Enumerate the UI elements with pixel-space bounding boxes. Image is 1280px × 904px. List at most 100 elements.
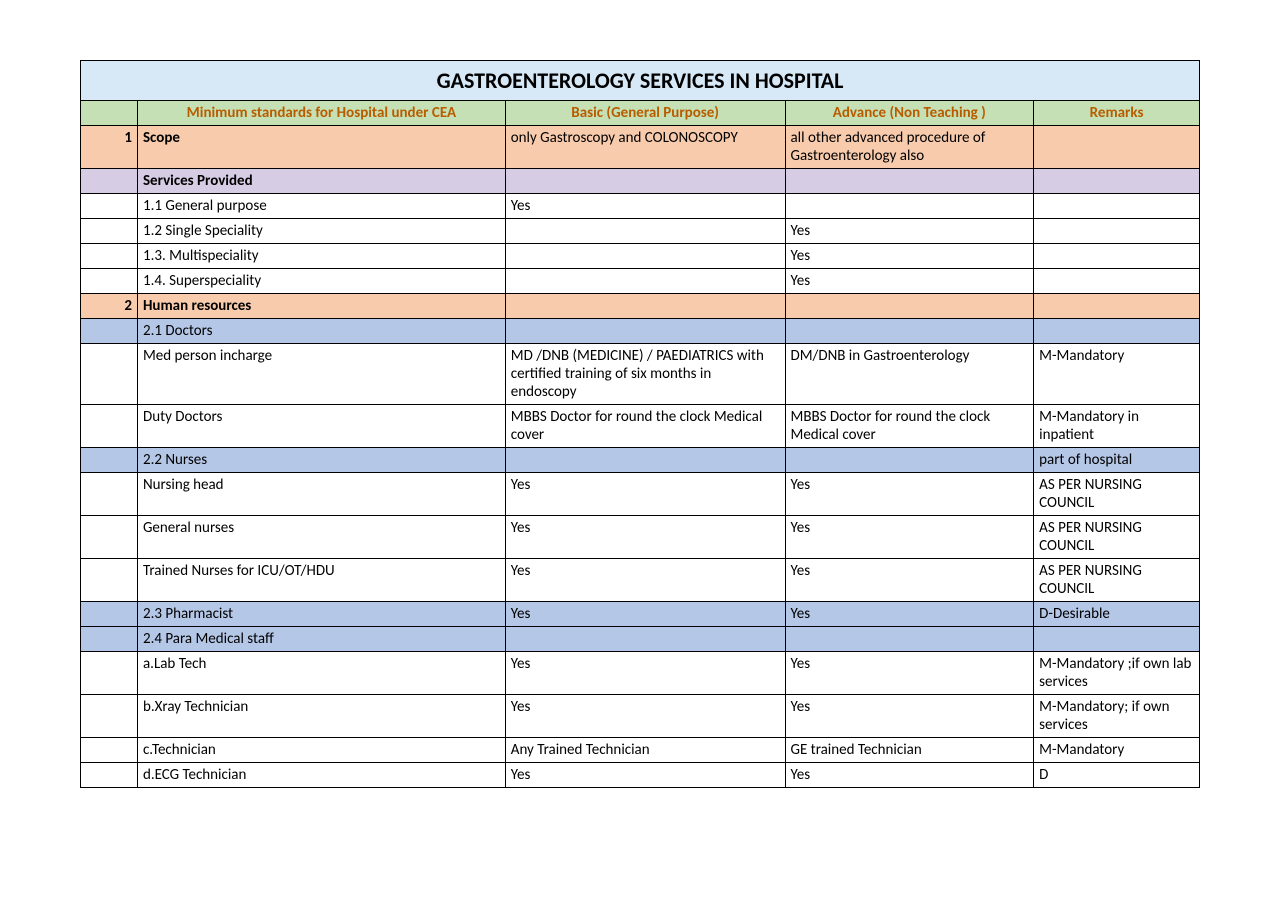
row-standard: 1.3. Multispeciality [137,244,505,269]
row-num [81,219,138,244]
row-standard: 1.1 General purpose [137,194,505,219]
row-advance: Yes [785,559,1034,602]
table-row: Services Provided [81,169,1200,194]
header-col1: Minimum standards for Hospital under CEA [137,101,505,126]
row-num [81,169,138,194]
row-basic [505,448,785,473]
row-num [81,738,138,763]
row-num [81,627,138,652]
row-advance: Yes [785,473,1034,516]
row-remarks: part of hospital [1034,448,1200,473]
table-row: 1.2 Single SpecialityYes [81,219,1200,244]
row-remarks: M-Mandatory ;if own lab services [1034,652,1200,695]
row-remarks: AS PER NURSING COUNCIL [1034,473,1200,516]
header-col3: Advance (Non Teaching ) [785,101,1034,126]
row-basic: Yes [505,516,785,559]
row-basic [505,294,785,319]
row-num [81,763,138,788]
row-basic: Yes [505,652,785,695]
row-standard: Services Provided [137,169,505,194]
gastroenterology-table: GASTROENTEROLOGY SERVICES IN HOSPITALMin… [80,60,1200,788]
row-advance [785,448,1034,473]
row-remarks [1034,269,1200,294]
row-remarks: D [1034,763,1200,788]
row-standard: 1.4. Superspeciality [137,269,505,294]
row-standard: b.Xray Technician [137,695,505,738]
table-row: 2.2 Nurses part of hospital [81,448,1200,473]
table-row: 2.4 Para Medical staff [81,627,1200,652]
row-advance [785,194,1034,219]
row-num [81,652,138,695]
row-remarks [1034,169,1200,194]
row-num [81,244,138,269]
row-standard: 2.1 Doctors [137,319,505,344]
row-basic [505,269,785,294]
row-advance: Yes [785,516,1034,559]
row-advance: MBBS Doctor for round the clock Medical … [785,405,1034,448]
row-standard: Nursing head [137,473,505,516]
row-remarks [1034,126,1200,169]
row-basic: Yes [505,602,785,627]
table-row: 1.4. Superspeciality Yes [81,269,1200,294]
row-standard: General nurses [137,516,505,559]
table-row: b.Xray TechnicianYesYesM-Mandatory; if o… [81,695,1200,738]
row-standard: Trained Nurses for ICU/OT/HDU [137,559,505,602]
table-title: GASTROENTEROLOGY SERVICES IN HOSPITAL [81,61,1200,101]
row-standard: 2.2 Nurses [137,448,505,473]
row-advance [785,319,1034,344]
row-num [81,194,138,219]
table-row: 2Human resources [81,294,1200,319]
row-basic: MD /DNB (MEDICINE) / PAEDIATRICS with ce… [505,344,785,405]
row-num [81,602,138,627]
row-num [81,448,138,473]
row-advance [785,627,1034,652]
row-basic [505,219,785,244]
row-basic: Yes [505,695,785,738]
table-row: 1Scopeonly Gastroscopy and COLONOSCOPYal… [81,126,1200,169]
row-remarks [1034,219,1200,244]
table-row: a.Lab TechYesYesM-Mandatory ;if own lab … [81,652,1200,695]
row-basic: Any Trained Technician [505,738,785,763]
row-basic [505,244,785,269]
row-remarks [1034,244,1200,269]
row-num: 2 [81,294,138,319]
row-standard: d.ECG Technician [137,763,505,788]
row-basic [505,627,785,652]
row-standard: Human resources [137,294,505,319]
row-advance [785,294,1034,319]
table-row: c.TechnicianAny Trained TechnicianGE tra… [81,738,1200,763]
table-row: Trained Nurses for ICU/OT/HDUYesYesAS PE… [81,559,1200,602]
row-remarks: AS PER NURSING COUNCIL [1034,516,1200,559]
row-standard: 2.4 Para Medical staff [137,627,505,652]
row-basic: only Gastroscopy and COLONOSCOPY [505,126,785,169]
row-standard: Scope [137,126,505,169]
row-remarks: M-Mandatory [1034,344,1200,405]
row-num [81,405,138,448]
row-standard: Med person incharge [137,344,505,405]
table-row: 1.1 General purposeYes [81,194,1200,219]
table-row: 2.1 Doctors [81,319,1200,344]
row-remarks: M-Mandatory [1034,738,1200,763]
table-row: 2.3 PharmacistYesYesD-Desirable [81,602,1200,627]
row-num [81,473,138,516]
row-advance: Yes [785,219,1034,244]
row-advance: Yes [785,652,1034,695]
row-num [81,319,138,344]
row-advance: Yes [785,269,1034,294]
row-basic: Yes [505,763,785,788]
row-advance: all other advanced procedure of Gastroen… [785,126,1034,169]
row-standard: a.Lab Tech [137,652,505,695]
table-row: Duty Doctors MBBS Doctor for round the cl… [81,405,1200,448]
row-num [81,695,138,738]
row-num [81,559,138,602]
row-standard: 2.3 Pharmacist [137,602,505,627]
row-advance: Yes [785,763,1034,788]
row-advance: DM/DNB in Gastroenterology [785,344,1034,405]
row-advance: Yes [785,695,1034,738]
header-col4: Remarks [1034,101,1200,126]
table-row: Nursing headYesYesAS PER NURSING COUNCIL [81,473,1200,516]
table-row: Med person inchargeMD /DNB (MEDICINE) / … [81,344,1200,405]
row-advance: Yes [785,244,1034,269]
row-standard: Duty Doctors [137,405,505,448]
row-standard: c.Technician [137,738,505,763]
